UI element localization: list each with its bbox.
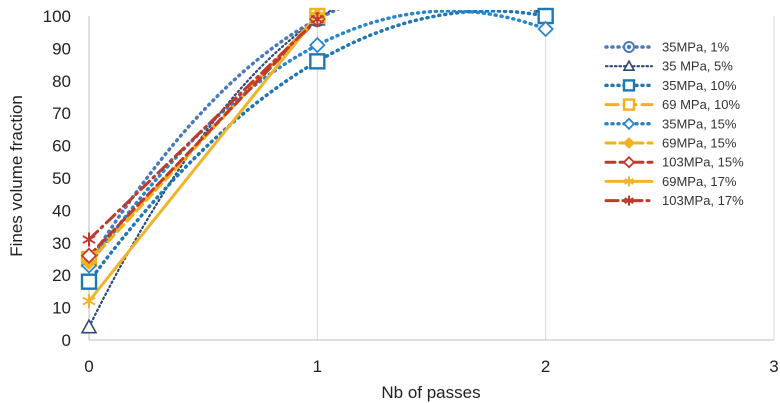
x-tick-label: 3: [769, 357, 778, 376]
x-axis-label: Nb of passes: [381, 383, 480, 402]
series-line: [89, 17, 319, 258]
y-tick-label: 80: [52, 72, 71, 91]
y-axis-label: Fines volume fraction: [7, 95, 26, 257]
data-point: [309, 36, 326, 54]
legend-entry: 35MPa, 1%: [604, 40, 730, 55]
legend-entry: 35 MPa, 5%: [604, 59, 733, 74]
data-point: [82, 294, 96, 309]
data-point: [80, 318, 98, 334]
legend-entry: 69 MPa, 10%: [604, 97, 740, 112]
legend-label: 103MPa, 17%: [662, 193, 744, 208]
marker: [80, 247, 98, 265]
y-tick-label: 100: [43, 7, 71, 26]
marker: [537, 20, 554, 38]
series-line: [89, 17, 319, 242]
marker-stroke: [310, 14, 324, 24]
series-markers: [80, 7, 555, 334]
y-tick-label: 0: [62, 331, 71, 350]
legend-label: 35MPa, 10%: [662, 78, 737, 93]
data-point: [309, 53, 326, 70]
marker: [82, 294, 96, 309]
marker: [622, 79, 636, 92]
series-line: [89, 14, 319, 303]
legend-label: 35MPa, 1%: [662, 40, 730, 55]
y-tick-label: 30: [52, 234, 71, 253]
legend-label: 35 MPa, 5%: [662, 59, 733, 74]
x-tick-label: 1: [313, 357, 322, 376]
x-tick-label: 0: [84, 357, 93, 376]
legend-label: 35MPa, 15%: [662, 116, 737, 131]
marker-stroke: [82, 296, 96, 306]
marker-stroke: [624, 178, 634, 185]
marker: [624, 176, 634, 187]
legend: 35MPa, 1% 35 MPa, 5% 35MPa, 10% 69 MPa, 10%…: [604, 40, 744, 208]
y-tick-label: 40: [52, 201, 71, 220]
marker: [623, 137, 635, 149]
data-point: [82, 232, 96, 247]
marker-stroke: [624, 197, 634, 204]
marker: [80, 318, 98, 334]
legend-label: 103MPa, 15%: [662, 155, 744, 170]
legend-label: 69MPa, 15%: [662, 136, 737, 151]
y-tick-label: 10: [52, 299, 71, 318]
y-tick-label: 70: [52, 104, 71, 123]
marker-stroke: [82, 235, 96, 244]
marker: [622, 59, 636, 71]
marker: [310, 12, 324, 27]
marker: [622, 98, 636, 111]
legend-entry: 69MPa, 15%: [604, 136, 737, 151]
marker: [622, 155, 636, 169]
grid: [316, 16, 775, 340]
marker: [309, 36, 326, 54]
legend-entry: 69MPa, 17%: [604, 174, 737, 189]
legend-label: 69 MPa, 10%: [662, 97, 740, 112]
marker: [80, 273, 98, 290]
marker: [309, 53, 326, 70]
legend-entry: 35MPa, 15%: [604, 116, 737, 131]
y-tick-label: 90: [52, 39, 71, 58]
y-tick-label: 20: [52, 266, 71, 285]
marker-center: [626, 44, 632, 50]
marker: [82, 232, 96, 247]
legend-label: 69MPa, 17%: [662, 174, 737, 189]
y-tick-label: 60: [52, 137, 71, 156]
marker: [624, 195, 634, 206]
x-tick-label: 2: [541, 357, 550, 376]
y-tick-label: 50: [52, 169, 71, 188]
data-point: [310, 12, 324, 27]
data-point: [537, 20, 554, 38]
legend-entry: 35MPa, 10%: [604, 78, 737, 93]
data-point: [80, 247, 98, 265]
legend-entry: 103MPa, 15%: [604, 155, 744, 170]
legend-entry: 103MPa, 17%: [604, 193, 744, 208]
marker: [622, 117, 636, 131]
data-point: [80, 273, 98, 290]
